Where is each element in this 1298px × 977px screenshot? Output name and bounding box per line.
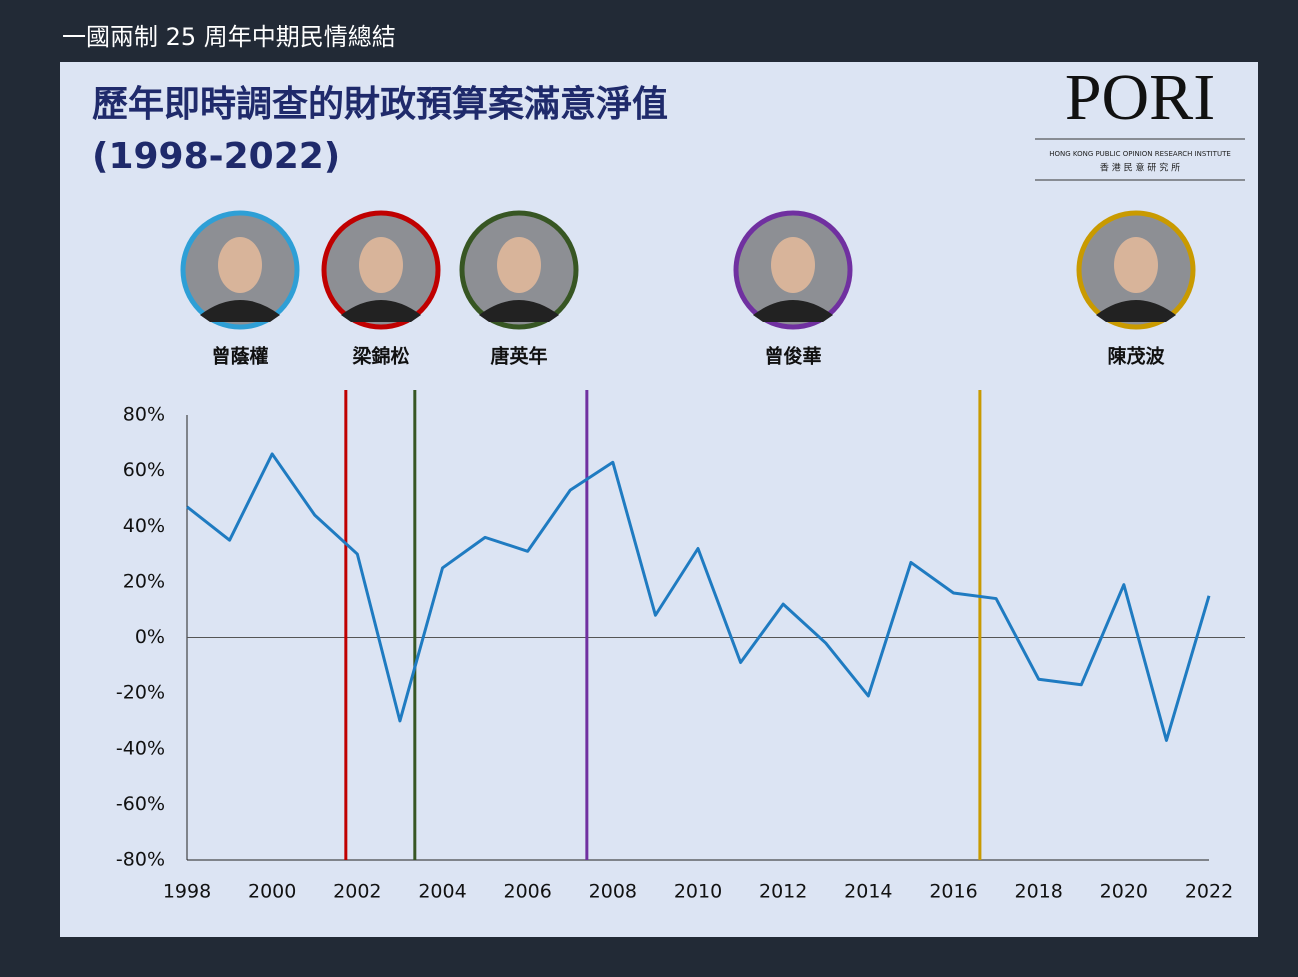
portrait-face	[218, 237, 262, 293]
x-tick-label: 2012	[759, 881, 807, 903]
x-tick-label: 2008	[589, 881, 637, 903]
y-tick-label: -60%	[116, 793, 165, 815]
y-tick-label: 20%	[123, 570, 165, 592]
logo-chinese: 香 港 民 意 研 究 所	[1100, 162, 1180, 174]
y-tick-label: 0%	[135, 626, 165, 648]
x-tick-label: 2022	[1185, 881, 1233, 903]
official-name: 唐英年	[490, 345, 547, 368]
x-tick-label: 1998	[163, 881, 211, 903]
official-name: 陳茂波	[1107, 345, 1165, 368]
portrait-face	[771, 237, 815, 293]
y-tick-label: 40%	[123, 515, 165, 537]
x-tick-label: 2016	[929, 881, 977, 903]
y-tick-label: -20%	[116, 682, 165, 704]
x-tick-label: 2002	[333, 881, 381, 903]
official-name: 曾蔭權	[211, 345, 268, 368]
x-tick-label: 2000	[248, 881, 296, 903]
x-tick-label: 2004	[418, 881, 466, 903]
portrait-face	[497, 237, 541, 293]
chart-title: 歷年即時調查的財政預算案滿意淨值	[92, 84, 668, 125]
portrait-face	[359, 237, 403, 293]
x-tick-label: 2006	[503, 881, 551, 903]
slide: 一國兩制 25 周年中期民情總結 歷年即時調查的財政預算案滿意淨值 (1998-…	[0, 0, 1298, 977]
x-tick-label: 2010	[674, 881, 722, 903]
logo-name: PORI	[1065, 61, 1215, 134]
official-name: 曾俊華	[764, 345, 821, 368]
page: 一國兩制 25 周年中期民情總結 歷年即時調查的財政預算案滿意淨值 (1998-…	[0, 0, 1298, 977]
official-name: 梁錦松	[351, 345, 409, 368]
x-tick-label: 2020	[1100, 881, 1148, 903]
x-tick-label: 2014	[844, 881, 892, 903]
y-tick-label: 80%	[123, 404, 165, 426]
y-tick-label: 60%	[123, 459, 165, 481]
y-tick-label: -80%	[116, 849, 165, 871]
chart-title: (1998-2022)	[92, 136, 340, 177]
x-tick-label: 2018	[1014, 881, 1062, 903]
portrait-face	[1114, 237, 1158, 293]
y-tick-label: -40%	[116, 737, 165, 759]
header: 一國兩制 25 周年中期民情總結	[62, 23, 396, 51]
panel	[60, 62, 1258, 937]
logo-english: HONG KONG PUBLIC OPINION RESEARCH INSTIT…	[1049, 150, 1231, 158]
